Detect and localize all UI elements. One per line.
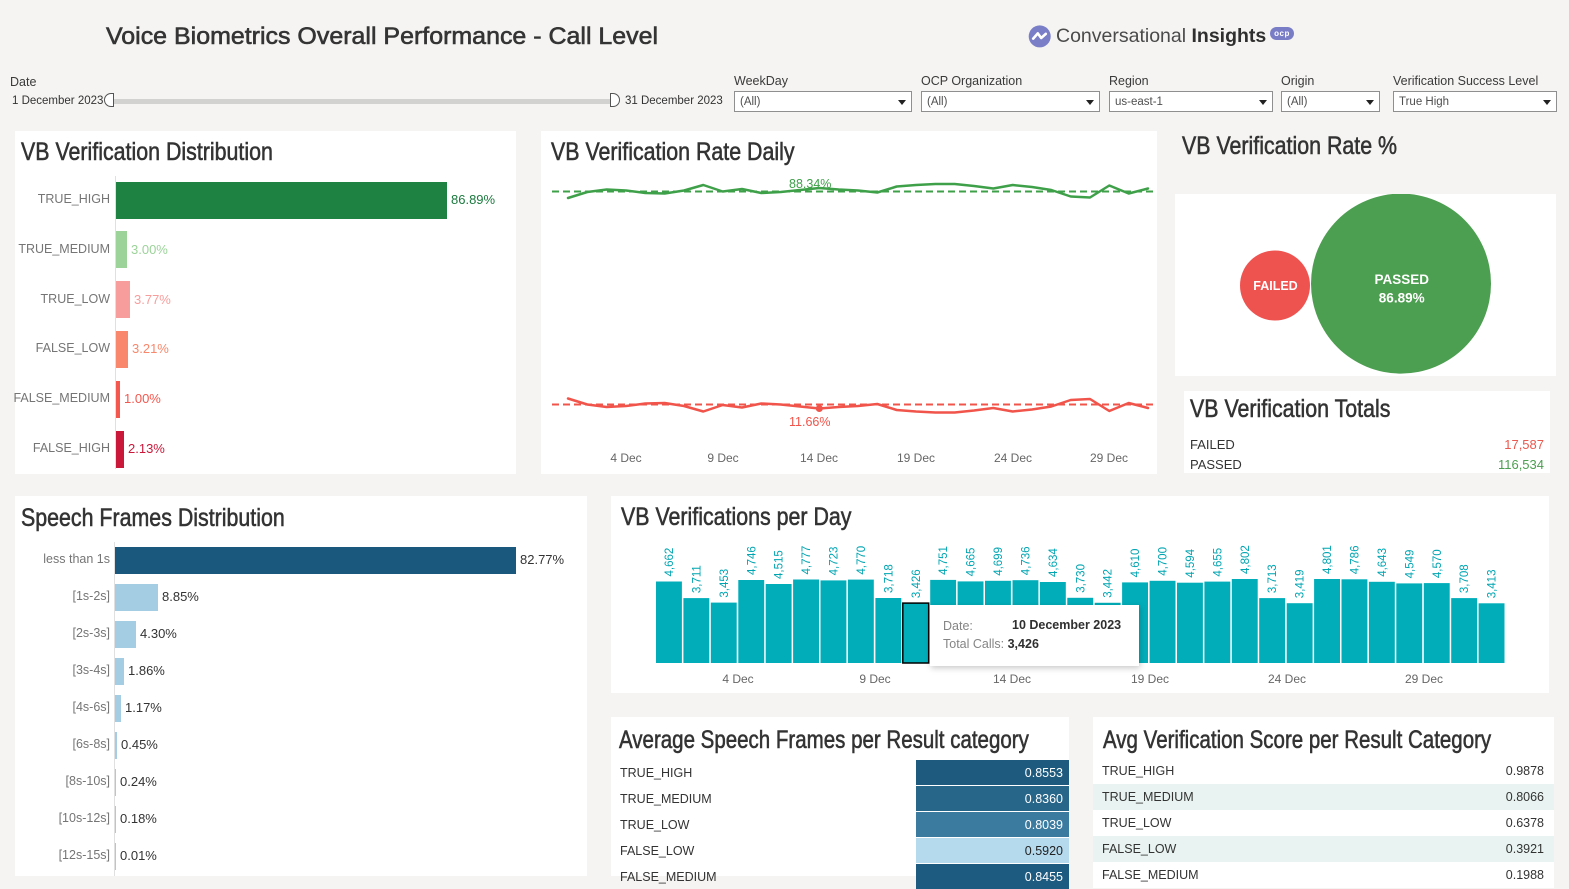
svg-text:3,708: 3,708 <box>1459 564 1471 593</box>
svg-text:3,453: 3,453 <box>719 569 731 598</box>
svg-text:4,736: 4,736 <box>1021 546 1033 575</box>
svg-text:4,801: 4,801 <box>1322 545 1334 574</box>
svg-text:4,665: 4,665 <box>966 548 978 577</box>
svg-text:4,751: 4,751 <box>938 546 950 575</box>
svg-text:4,610: 4,610 <box>1130 549 1142 578</box>
svg-text:3,730: 3,730 <box>1075 564 1087 593</box>
svg-text:4,802: 4,802 <box>1240 545 1252 574</box>
svg-text:3,426: 3,426 <box>911 569 923 598</box>
svg-text:3,442: 3,442 <box>1103 569 1115 598</box>
svg-text:3,713: 3,713 <box>1267 564 1279 593</box>
svg-text:PASSED: PASSED <box>1374 272 1429 287</box>
svg-text:4,515: 4,515 <box>774 550 786 579</box>
svg-text:4,786: 4,786 <box>1350 546 1362 575</box>
svg-text:3,711: 3,711 <box>691 565 703 593</box>
svg-text:4,570: 4,570 <box>1432 549 1444 578</box>
svg-text:4,549: 4,549 <box>1404 550 1416 579</box>
svg-text:4,770: 4,770 <box>856 546 868 575</box>
svg-text:4,699: 4,699 <box>993 547 1005 576</box>
svg-text:4,662: 4,662 <box>664 548 676 577</box>
svg-text:4,777: 4,777 <box>801 546 813 575</box>
svg-text:3,419: 3,419 <box>1295 569 1307 598</box>
svg-text:4,594: 4,594 <box>1185 548 1197 577</box>
svg-text:FAILED: FAILED <box>1253 279 1297 293</box>
svg-text:4,700: 4,700 <box>1158 547 1170 576</box>
svg-text:86.89%: 86.89% <box>1379 291 1425 306</box>
svg-text:4,634: 4,634 <box>1048 548 1060 577</box>
svg-text:4,643: 4,643 <box>1377 548 1389 577</box>
svg-text:4,723: 4,723 <box>829 547 841 576</box>
svg-text:4,746: 4,746 <box>746 546 758 575</box>
svg-text:4,655: 4,655 <box>1212 548 1224 577</box>
svg-text:3,413: 3,413 <box>1487 570 1499 599</box>
svg-text:3,718: 3,718 <box>883 564 895 593</box>
